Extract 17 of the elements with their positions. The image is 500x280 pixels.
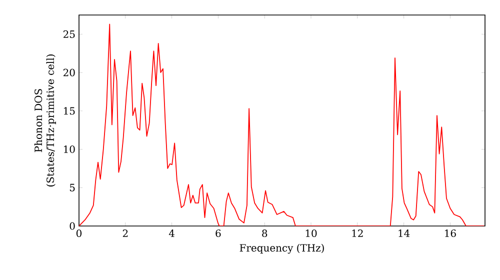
x-tick-label: 10 bbox=[306, 230, 317, 238]
x-tick-label: 16 bbox=[445, 230, 456, 238]
x-tick-label: 6 bbox=[216, 230, 221, 238]
x-axis-title: Frequency (THz) bbox=[240, 244, 324, 254]
x-tick-label: 12 bbox=[352, 230, 363, 237]
y-axis-title: Phonon DOS (States/THz·primitive cell) bbox=[34, 54, 56, 186]
x-tick-label: 4 bbox=[168, 230, 174, 237]
x-tick-label: 14 bbox=[398, 230, 410, 237]
x-tick-label: 0 bbox=[76, 230, 82, 238]
y-tick-label: 15 bbox=[64, 107, 75, 115]
y-tick-label: 20 bbox=[63, 68, 75, 76]
y-tick-label: 10 bbox=[64, 145, 75, 154]
y-tick-label: 0 bbox=[70, 222, 75, 230]
y-tick-label: 25 bbox=[63, 30, 75, 38]
x-tick-label: 2 bbox=[122, 230, 128, 237]
x-tick-label: 8 bbox=[262, 230, 268, 238]
y-tick-label: 5 bbox=[70, 184, 75, 192]
